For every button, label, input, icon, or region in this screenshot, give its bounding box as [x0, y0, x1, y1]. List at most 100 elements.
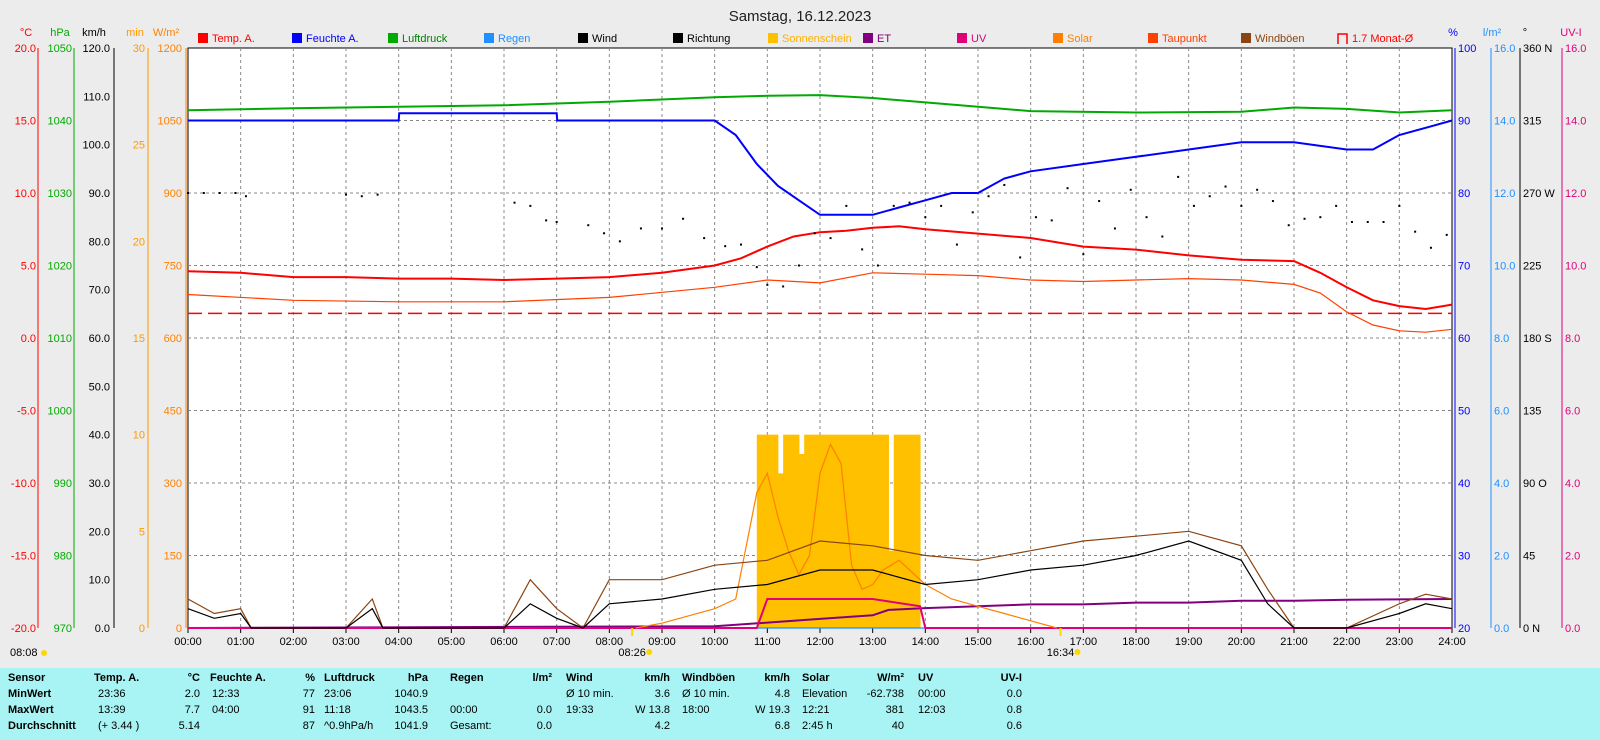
x-axis-tick-label: 22:00 [1333, 636, 1361, 648]
stats-cell: Sensor [8, 672, 46, 684]
left-axis-tick-label: 30.0 [89, 478, 110, 490]
left-axis-tick-label: 0 [139, 623, 145, 635]
stats-cell: 91 [302, 704, 315, 716]
left-axis-unit: W/m² [153, 27, 180, 39]
stats-cell: l/m² [532, 672, 552, 684]
stats-cell: 12:21 [802, 704, 830, 716]
x-axis-tick-label: 04:00 [385, 636, 413, 648]
legend-label: 1.7 Monat-Ø [1352, 33, 1414, 45]
stats-cell: Temp. A. [94, 672, 140, 684]
direction-dot [1066, 187, 1069, 190]
direction-dot [682, 217, 685, 220]
direction-dot [987, 195, 990, 198]
x-axis-tick-label: 08:00 [596, 636, 624, 648]
direction-dot [797, 264, 800, 267]
right-axis-tick-label: 14.0 [1565, 116, 1586, 128]
stats-cell: 00:00 [450, 704, 478, 716]
left-axis-tick-label: 80.0 [89, 236, 110, 248]
stats-cell: 2.0 [184, 688, 200, 700]
stats-cell: 40 [891, 720, 904, 732]
x-axis-tick-label: 13:00 [859, 636, 887, 648]
left-axis-tick-label: 10.0 [15, 188, 36, 200]
right-axis-tick-label: 0.0 [1565, 623, 1580, 635]
sunshine-bar [877, 434, 884, 628]
direction-dot [345, 193, 347, 196]
right-axis-tick-label: 10.0 [1494, 261, 1515, 273]
direction-dot [1145, 216, 1148, 219]
direction-dot [1082, 253, 1085, 256]
stats-cell: 77 [302, 688, 315, 700]
weather-chart: Samstag, 16.12.2023 Temp. A. Feuchte A. Lu… [10, 8, 1587, 659]
right-axis-tick-label: 70 [1458, 261, 1470, 273]
series-line-luftdruck [187, 94, 1453, 114]
right-axis-tick-label: 360 N [1523, 43, 1552, 55]
stats-cell: 6.8 [774, 720, 790, 732]
direction-dot [1319, 216, 1322, 219]
direction-dot [813, 232, 816, 235]
left-axis-tick-label: 15 [133, 333, 145, 345]
x-axis-tick-label: 19:00 [1175, 636, 1203, 648]
direction-dot [513, 201, 516, 204]
direction-dot [555, 221, 558, 223]
sunshine-bar [783, 434, 789, 628]
left-axis-tick-label: 30 [133, 43, 145, 55]
series-line-solar [635, 442, 1058, 629]
stats-cell: Gesamt: [450, 720, 492, 732]
legend-label: Feuchte A. [306, 33, 359, 45]
stats-cell: 18:00 [682, 704, 710, 716]
right-axis-unit: l/m² [1483, 27, 1502, 39]
legend-swatch [388, 33, 398, 43]
direction-dot [218, 192, 221, 194]
direction-dot [1192, 204, 1195, 207]
direction-dot [1256, 188, 1259, 191]
left-axis-tick-label: 980 [54, 551, 72, 563]
stats-cell: 0.0 [1006, 688, 1022, 700]
left-axis-unit: min [126, 27, 144, 39]
sunshine-bar [825, 434, 832, 628]
sunshine-bar [830, 434, 837, 628]
direction-dot [202, 192, 205, 194]
stats-cell: 87 [302, 720, 315, 732]
sunshine-bar [762, 434, 768, 628]
series-line-uv [188, 598, 1452, 629]
x-axis-tick-label: 16:00 [1017, 636, 1045, 648]
sunrise-sun-icon [646, 649, 653, 655]
sunshine-bar [851, 434, 858, 628]
stats-cell: 00:00 [918, 688, 946, 700]
legend-label: Regen [498, 33, 530, 45]
direction-dot [618, 240, 621, 243]
stats-cell: Windböen [682, 672, 736, 684]
stats-cell: 1043.5 [394, 704, 428, 716]
direction-dot [1398, 204, 1401, 207]
x-axis-tick-label: 10:00 [701, 636, 729, 648]
stats-cell: W/m² [877, 672, 904, 684]
left-axis-tick-label: 990 [54, 478, 72, 490]
stats-cell: (+ 3.44 ) [98, 720, 140, 732]
right-axis-tick-label: 16.0 [1565, 43, 1586, 55]
right-axis-tick-label: 90 [1458, 116, 1470, 128]
direction-dot [1414, 230, 1417, 233]
x-axis-tick-label: 11:00 [754, 636, 781, 648]
left-axis-tick-label: 110.0 [83, 91, 110, 103]
direction-dot [1445, 233, 1448, 236]
stats-cell: 23:36 [98, 688, 126, 700]
direction-dot [1303, 217, 1306, 220]
direction-dot [1224, 185, 1227, 188]
left-axis-tick-label: 10 [133, 430, 145, 442]
stats-cell: MaxWert [8, 704, 54, 716]
stats-cell: 04:00 [212, 704, 240, 716]
sunshine-bar [777, 473, 784, 628]
left-axis-tick-label: 50.0 [89, 381, 110, 393]
x-axis-tick-label: 18:00 [1122, 636, 1150, 648]
sunrise-time: 08:26 [618, 647, 646, 659]
series-line-taupunkt [187, 272, 1453, 333]
left-axis-tick-label: 10.0 [89, 575, 110, 587]
direction-dot [1161, 235, 1164, 238]
stats-cell: Ø 10 min. [566, 688, 614, 700]
x-axis-tick-label: 23:00 [1386, 636, 1414, 648]
direction-dot [1240, 204, 1243, 207]
direction-dot [1098, 200, 1101, 203]
right-axis-tick-label: 225 [1523, 261, 1541, 273]
stats-cell: 7.7 [184, 704, 200, 716]
sunshine-bar [909, 434, 916, 628]
